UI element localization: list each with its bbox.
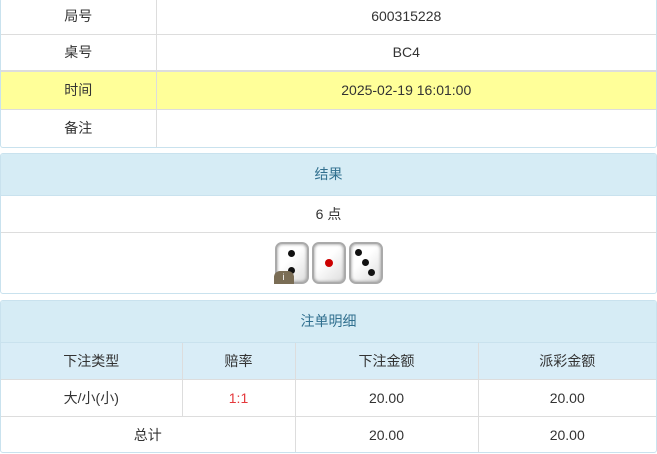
pip [324,258,333,267]
label: 局号 [1,0,157,35]
value: 600315228 [156,0,656,35]
col-type: 下注类型 [1,342,183,380]
total-label: 总计 [1,416,296,452]
bets-title: 注单明细 [1,301,656,343]
total-payout: 20.00 [549,426,585,443]
label: 备注 [1,109,157,147]
column-headers: 下注类型 赔率 下注金额 派彩金额 [1,342,656,380]
result-title: 结果 [1,154,656,196]
pip [361,258,369,266]
label: 桌号 [1,34,157,72]
value: 2025-02-19 16:01:00 [156,70,656,110]
info-icon[interactable]: i [273,270,294,284]
result-panel: 结果 6 点 i [0,153,657,294]
result-points: 6 点 [1,195,656,233]
bet-amount: 20.00 [295,379,479,417]
row-time: 时间 2025-02-19 16:01:00 [1,70,656,110]
row-remark: 备注 [1,109,656,147]
col-payout: 派彩金额 [478,342,656,380]
pip [368,268,376,276]
bets-panel: 注单明细 下注类型 赔率 下注金额 派彩金额 大/小(小) 1:1 20.00 … [0,300,657,453]
bet-type: 大/小(小) [1,379,183,417]
pip [287,250,295,258]
pip [287,267,295,275]
total-row: 总计 20.00 20.00 [1,416,656,452]
bet-payout: 20.00 [478,379,656,417]
value [156,109,656,147]
die-1 [311,241,346,284]
pip [354,248,362,256]
bet-odds: 1:1 [182,379,296,417]
col-odds: 赔率 [182,342,296,380]
value: BC4 [156,34,656,72]
info-panel: 局号 600315228 桌号 BC4 时间 2025-02-19 16:01:00 … [0,0,657,148]
die-2: i [273,241,309,284]
table-row: 大/小(小) 1:1 20.00 20.00 [1,379,656,417]
row-round: 局号 600315228 [1,0,656,35]
total-amount: 20.00 [295,416,479,452]
label: 时间 [1,70,157,110]
row-table: 桌号 BC4 [1,34,656,72]
col-amount: 下注金额 [295,342,479,380]
dice-group: i [1,241,656,284]
die-3 [348,241,383,284]
